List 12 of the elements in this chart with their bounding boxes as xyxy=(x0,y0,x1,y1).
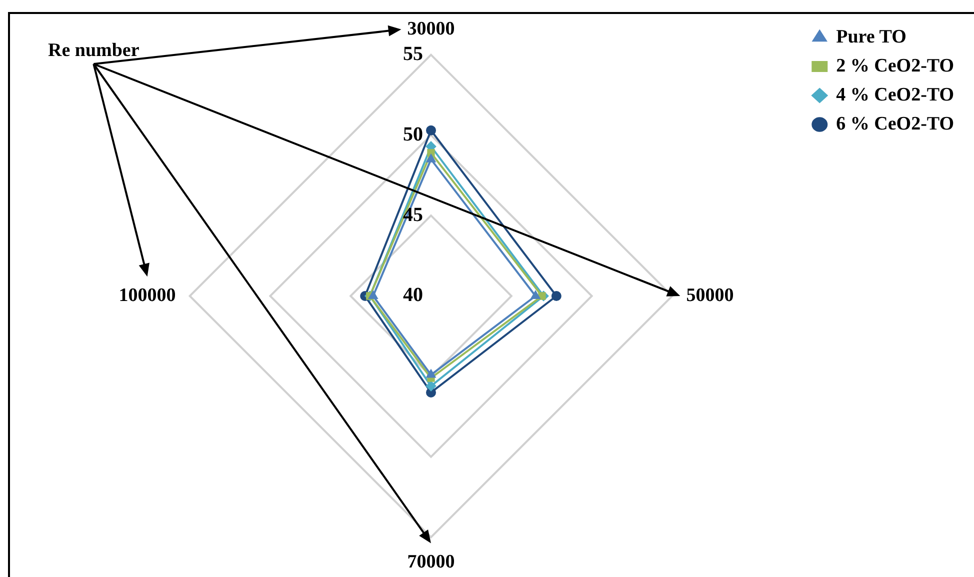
y-tick-label: 40 xyxy=(403,284,423,306)
legend-label: 2 % CeO2-TO xyxy=(836,55,954,76)
spoke-label: 30000 xyxy=(407,18,455,40)
spoke-label: 100000 xyxy=(118,284,176,306)
text: Re number xyxy=(48,40,140,62)
legend-label: Pure TO xyxy=(836,26,906,48)
legend-label: 6 % CeO2-TO xyxy=(836,113,954,134)
y-tick-label: 55 xyxy=(403,42,423,65)
y-tick-label: 50 xyxy=(403,123,423,146)
legend-label: 4 % CeO2-TO xyxy=(836,84,954,106)
spoke-label: 70000 xyxy=(407,552,455,573)
spoke-label: 50000 xyxy=(686,284,734,306)
